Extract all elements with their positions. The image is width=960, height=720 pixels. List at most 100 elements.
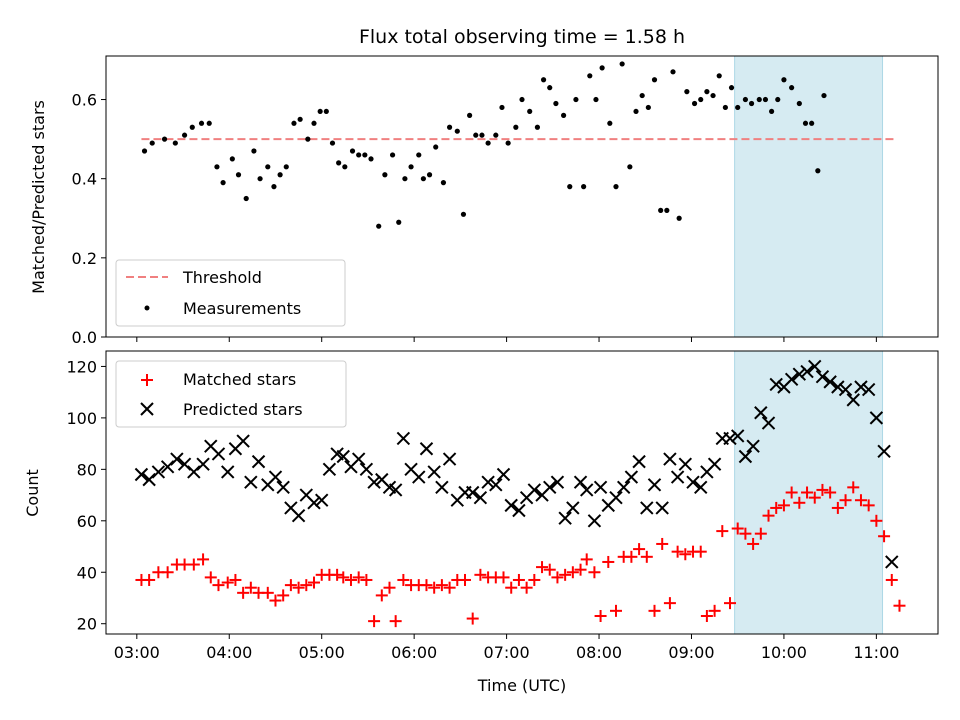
matched-star-point (292, 581, 305, 594)
measurement-point (317, 108, 323, 115)
measurement-point (513, 124, 519, 130)
measurement-point (553, 100, 559, 107)
measurement-point (305, 136, 311, 142)
measurement-point (257, 176, 263, 182)
matched-star-point (770, 501, 783, 514)
measurement-point (742, 96, 749, 103)
measurement-points (141, 61, 827, 229)
measurement-point (561, 112, 567, 118)
measurement-point (775, 96, 781, 103)
matched-star-point (656, 537, 669, 550)
predicted-star-point (427, 465, 441, 479)
count-y-tick-label: 60 (77, 512, 97, 531)
predicted-star-point (655, 501, 669, 515)
ratio-y-axis: 0.0 0.2 0.4 0.6 (72, 91, 106, 347)
matched-star-point (368, 615, 381, 628)
matched-star-point (663, 597, 676, 610)
measurement-point (505, 140, 511, 146)
measurement-point (607, 120, 613, 126)
predicted-star-point (558, 511, 572, 525)
predicted-star-point (465, 485, 480, 500)
matched-star-point (536, 561, 549, 574)
matched-star-point (389, 615, 402, 628)
predicted-star-point (314, 493, 329, 507)
predicted-star-point (291, 508, 306, 523)
predicted-star-point (196, 457, 210, 471)
predicted-star-point (587, 514, 602, 528)
count-y-label: Count (23, 469, 42, 517)
predicted-star-point (388, 483, 403, 497)
matched-star-point (566, 566, 579, 579)
ratio-panel-frame (105, 55, 939, 338)
matched-star-point (731, 522, 744, 535)
count-x-axis: 03:00 04:00 05:00 06:00 07:00 08:00 09:00 10:00… (114, 634, 899, 662)
measurement-point (796, 100, 802, 107)
matched-star-point (893, 599, 906, 612)
measurement-point (485, 140, 491, 146)
measurement-point (349, 148, 356, 154)
matched-star-point (543, 563, 556, 576)
predicted-star-point (746, 439, 760, 453)
predicted-star-point (800, 364, 814, 379)
matched-star-point (435, 579, 448, 592)
measurement-point (389, 152, 396, 158)
matched-star-point (559, 568, 572, 581)
predicted-star-point (877, 444, 891, 459)
legend-measurements-swatch (144, 305, 150, 311)
measurement-point (277, 172, 283, 178)
legend-matched-label: Matched stars (183, 370, 296, 389)
matched-star-point (237, 586, 250, 599)
predicted-star-point (396, 431, 411, 446)
predicted-star-point (244, 475, 258, 489)
count-panel-frame (105, 350, 939, 635)
predicted-star-point (838, 382, 853, 397)
measurement-point (149, 140, 155, 146)
predicted-star-point (419, 442, 434, 456)
predicted-star-point (723, 431, 737, 446)
matched-star-point (885, 573, 898, 586)
measurement-point (181, 132, 188, 138)
predicted-star-point (580, 483, 594, 497)
measurement-point (691, 100, 698, 107)
count-y-tick-label: 100 (66, 409, 97, 428)
measurement-point (710, 92, 716, 99)
predicted-star-point (738, 449, 753, 464)
predicted-star-point (647, 478, 662, 492)
matched-star-point (602, 555, 615, 568)
measurement-point (229, 156, 235, 162)
matched-star-point (187, 558, 200, 571)
matched-star-point (633, 543, 646, 556)
matched-star-point (337, 571, 350, 584)
measurement-point (664, 207, 670, 213)
matched-star-point (724, 597, 736, 610)
measurement-point (141, 148, 148, 154)
measurement-point (821, 92, 827, 99)
matched-star-point (428, 581, 441, 594)
count-legend: Matched stars Predicted stars (115, 360, 347, 428)
predicted-star-point (512, 503, 526, 518)
predicted-star-point (359, 462, 374, 477)
predicted-star-point (160, 460, 175, 474)
measurement-point (214, 164, 220, 170)
predicted-star-point (815, 370, 830, 384)
predicted-star-point (632, 454, 646, 469)
measurement-point (336, 160, 342, 166)
measurement-point (251, 148, 257, 154)
measurement-point (619, 61, 625, 67)
measurement-point (479, 132, 485, 138)
measurement-point (172, 140, 178, 146)
measurement-point (769, 108, 775, 115)
measurement-point (613, 184, 619, 190)
measurement-point (416, 152, 422, 158)
measurement-point (356, 152, 362, 158)
measurement-point (493, 132, 499, 138)
measurement-point (651, 77, 658, 83)
matched-star-point (284, 579, 297, 592)
predicted-star-point (694, 480, 708, 495)
count-y-tick-label: 120 (66, 357, 97, 376)
measurement-point (587, 73, 593, 79)
matched-star-point (360, 573, 373, 586)
ratio-y-tick-label: 0.6 (72, 91, 97, 110)
predicted-star-point (609, 490, 623, 505)
matched-star-point (420, 579, 433, 592)
